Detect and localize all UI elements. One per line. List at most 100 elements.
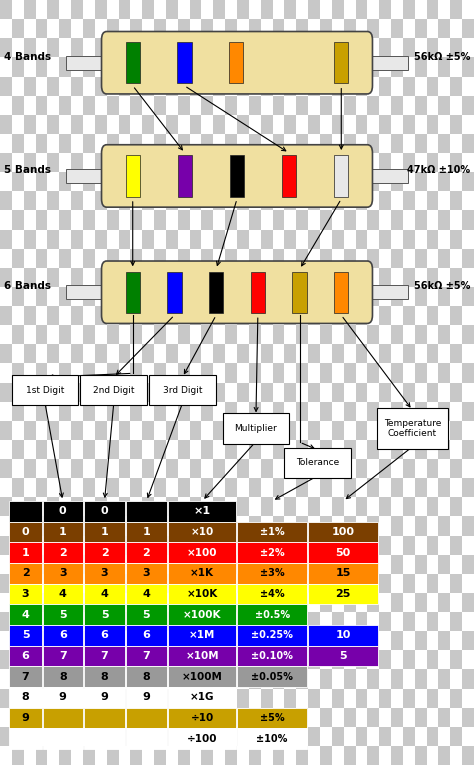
Bar xyxy=(308,669,320,688)
Bar xyxy=(462,153,474,172)
Bar xyxy=(47,325,59,344)
Bar xyxy=(71,306,83,325)
Bar xyxy=(118,344,130,363)
Text: ×100: ×100 xyxy=(187,548,218,558)
Bar xyxy=(284,325,296,344)
Bar xyxy=(320,440,332,459)
Bar xyxy=(225,402,237,421)
Bar xyxy=(427,363,438,382)
Bar xyxy=(0,153,12,172)
Bar xyxy=(462,631,474,650)
Bar xyxy=(367,210,379,230)
Bar xyxy=(391,459,403,478)
Bar xyxy=(261,96,273,115)
Bar xyxy=(190,727,201,746)
Bar xyxy=(154,631,166,650)
Bar xyxy=(356,172,367,191)
Bar xyxy=(438,669,450,688)
Bar xyxy=(284,38,296,57)
Bar xyxy=(237,646,307,666)
Text: 1: 1 xyxy=(22,548,29,558)
Bar xyxy=(415,402,427,421)
Bar xyxy=(12,344,24,363)
Bar xyxy=(284,688,296,708)
Bar xyxy=(154,708,166,727)
Bar xyxy=(427,344,438,363)
Bar xyxy=(166,230,178,249)
Bar xyxy=(142,612,154,631)
Bar xyxy=(332,612,344,631)
Bar xyxy=(190,153,201,172)
Bar xyxy=(154,650,166,669)
Bar xyxy=(12,593,24,612)
Bar xyxy=(225,421,237,440)
Bar xyxy=(126,687,167,708)
Bar xyxy=(296,440,308,459)
Bar xyxy=(415,76,427,96)
Bar xyxy=(296,688,308,708)
Bar xyxy=(59,191,71,210)
Bar xyxy=(427,727,438,746)
Bar xyxy=(332,344,344,363)
Text: ×10K: ×10K xyxy=(187,589,218,599)
Bar xyxy=(332,459,344,478)
Text: ±0.5%: ±0.5% xyxy=(255,610,290,620)
Bar xyxy=(118,440,130,459)
Bar xyxy=(403,38,415,57)
Text: ×1M: ×1M xyxy=(189,630,215,640)
Bar xyxy=(154,536,166,555)
Bar xyxy=(427,631,438,650)
Bar xyxy=(237,584,307,604)
Bar xyxy=(36,555,47,574)
Bar xyxy=(391,306,403,325)
Bar xyxy=(273,230,284,249)
Bar xyxy=(379,115,391,134)
Bar xyxy=(59,19,71,38)
Bar xyxy=(213,612,225,631)
Bar xyxy=(168,708,236,728)
Bar xyxy=(462,115,474,134)
Bar xyxy=(36,516,47,535)
Bar xyxy=(0,708,12,727)
Bar xyxy=(166,536,178,555)
Bar xyxy=(296,172,308,191)
Bar xyxy=(201,344,213,363)
Bar xyxy=(344,134,356,153)
Bar xyxy=(59,0,71,19)
Bar xyxy=(427,593,438,612)
Bar xyxy=(130,268,142,287)
Bar xyxy=(379,134,391,153)
Bar xyxy=(332,115,344,134)
Bar xyxy=(261,516,273,535)
Bar xyxy=(154,727,166,746)
Bar xyxy=(43,522,83,542)
Bar xyxy=(107,650,118,669)
Bar xyxy=(47,0,59,19)
Bar xyxy=(154,96,166,115)
Bar xyxy=(225,516,237,535)
Bar xyxy=(462,268,474,287)
Bar xyxy=(427,688,438,708)
Bar xyxy=(249,57,261,76)
Text: 4: 4 xyxy=(143,589,150,599)
Bar xyxy=(12,440,24,459)
Bar xyxy=(438,631,450,650)
Bar xyxy=(334,155,348,197)
Text: 5: 5 xyxy=(339,651,347,661)
Bar xyxy=(59,344,71,363)
Bar xyxy=(166,325,178,344)
Bar xyxy=(391,0,403,19)
Bar xyxy=(249,172,261,191)
Bar xyxy=(95,96,107,115)
FancyBboxPatch shape xyxy=(11,375,78,405)
Bar xyxy=(95,421,107,440)
Bar xyxy=(168,728,236,749)
Bar xyxy=(178,727,190,746)
Bar xyxy=(0,727,12,746)
Bar xyxy=(142,38,154,57)
Bar xyxy=(201,57,213,76)
Bar xyxy=(462,669,474,688)
Bar xyxy=(284,363,296,382)
FancyBboxPatch shape xyxy=(284,448,351,478)
Bar xyxy=(403,249,415,268)
